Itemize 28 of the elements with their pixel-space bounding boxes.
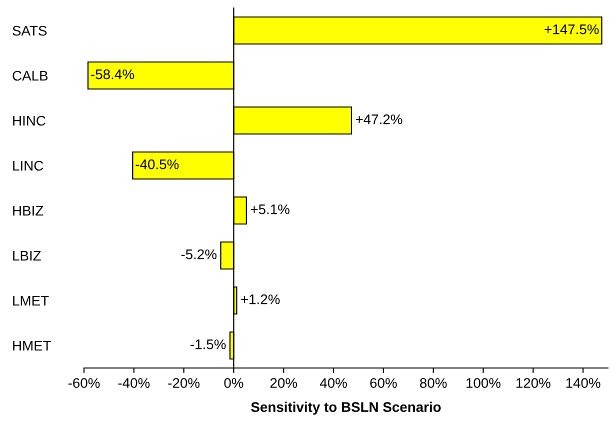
y-tick-label: HBIZ xyxy=(13,206,44,216)
x-tick-label: -20% xyxy=(168,378,200,388)
data-label: -5.2% xyxy=(181,249,217,260)
data-label: +5.1% xyxy=(250,204,290,214)
y-tick-label: LBIZ xyxy=(13,250,41,261)
x-tick-label: 20% xyxy=(270,378,298,388)
data-label: +147.5% xyxy=(544,24,599,34)
y-tick-label: CALB xyxy=(12,70,48,81)
x-tick-label: 80% xyxy=(420,378,447,388)
y-tick-label: SATS xyxy=(12,26,47,36)
data-label: +1.2% xyxy=(241,294,280,304)
x-tick-label: -40% xyxy=(118,378,150,388)
y-tick-label: HINC xyxy=(13,116,46,126)
y-tick-label: HMET xyxy=(13,340,52,351)
x-axis-title: Sensitivity to BSLN Scenario xyxy=(251,402,441,415)
data-label: +47.2% xyxy=(356,114,402,124)
x-tick-label: 120% xyxy=(516,378,550,388)
x-tick-label: 0% xyxy=(224,378,244,388)
data-label: -40.5% xyxy=(136,159,179,170)
x-tick-label: 100% xyxy=(466,378,501,388)
y-tick-label: LMET xyxy=(13,296,49,306)
data-label: -1.5% xyxy=(190,339,226,350)
y-tick-label: LINC xyxy=(13,160,44,171)
x-tick-label: 60% xyxy=(370,378,397,388)
x-tick-label: -60% xyxy=(68,378,100,388)
data-label: -58.4% xyxy=(91,69,134,80)
x-tick-label: 140% xyxy=(566,378,600,388)
x-tick-label: 40% xyxy=(320,378,347,388)
